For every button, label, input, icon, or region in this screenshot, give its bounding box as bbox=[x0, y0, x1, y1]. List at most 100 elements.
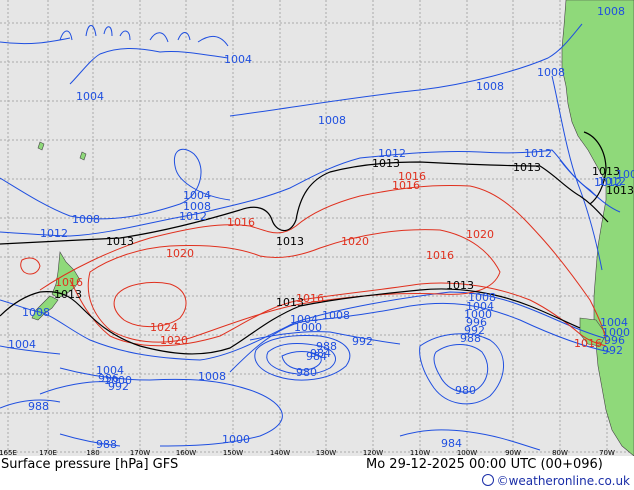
isobar-1004-south bbox=[0, 302, 611, 373]
isobar-label: 1013 bbox=[592, 165, 620, 178]
isobar-label: 988 bbox=[96, 438, 117, 451]
isobar-label: 1008 bbox=[616, 168, 634, 181]
isobar-low-center-2 bbox=[266, 343, 336, 375]
isobar-label: 1008 bbox=[476, 80, 504, 93]
longitude-label: 100W bbox=[456, 449, 478, 456]
isobar-label: 1004 bbox=[600, 316, 628, 329]
isobar-label: 1008 bbox=[597, 5, 625, 18]
isobar-label: 1004 bbox=[224, 53, 252, 66]
isobar-label: 1024 bbox=[150, 321, 178, 334]
isobar-label: 1000 bbox=[294, 321, 322, 334]
longitude-label: 180 bbox=[86, 449, 100, 456]
isobar-label: 1008 bbox=[183, 200, 211, 213]
isobar-1008-west bbox=[0, 148, 231, 220]
map-title: Surface pressure [hPa] GFS bbox=[1, 457, 179, 472]
isobar-1008-sa bbox=[551, 75, 603, 271]
isobar-label: 1013 bbox=[276, 235, 304, 248]
isobar-low-east-2 bbox=[433, 344, 489, 393]
isobar-label: 1013 bbox=[513, 161, 541, 174]
isobar-label: 988 bbox=[28, 400, 49, 413]
isobar-label: 992 bbox=[602, 344, 623, 357]
isobar-1024-center bbox=[113, 282, 187, 327]
longitude-label: 150W bbox=[222, 449, 244, 456]
isobar-label: 1000 bbox=[602, 326, 630, 339]
isobar-1008-south bbox=[0, 291, 605, 361]
fiji-islands bbox=[37, 141, 87, 161]
longitude-label: 80W bbox=[552, 449, 568, 456]
isobar-1000-south bbox=[59, 367, 283, 447]
isobar-1013-sa-loop bbox=[583, 131, 607, 205]
isobar-label: 988 bbox=[316, 340, 337, 353]
isobar-label: 1004 bbox=[466, 300, 494, 313]
isobar-label: 1000 bbox=[222, 433, 250, 446]
isobar-984-south bbox=[399, 429, 541, 451]
isobar-label: 1013 bbox=[54, 288, 82, 301]
isobar-label: 1016 bbox=[227, 216, 255, 229]
longitude-label: 170W bbox=[129, 449, 151, 456]
isobar-996-south bbox=[39, 331, 401, 395]
copyright-icon bbox=[481, 474, 494, 486]
isobar-label: 1004 bbox=[183, 189, 211, 202]
isobars-standard bbox=[0, 131, 609, 355]
isobar-label: 1012 bbox=[594, 176, 622, 189]
isobar-1004-loop bbox=[69, 48, 229, 85]
isobar-label: 1016 bbox=[296, 292, 324, 305]
isobar-label: 1013 bbox=[606, 184, 634, 197]
isobar-label: 1008 bbox=[198, 370, 226, 383]
credit-link[interactable]: ©weatheronline.co.uk bbox=[481, 474, 630, 488]
isobar-label: 1008 bbox=[72, 213, 100, 226]
isobar-label: 1013 bbox=[106, 235, 134, 248]
isobar-label: 1004 bbox=[290, 313, 318, 326]
isobar-label: 984 bbox=[441, 437, 462, 450]
isobar-label: 984 bbox=[306, 350, 327, 363]
isobar-label: 1004 bbox=[8, 338, 36, 351]
longitude-label: 90W bbox=[505, 449, 521, 456]
isobar-1012-sa bbox=[559, 159, 597, 197]
isobar-1008-arc bbox=[229, 23, 583, 117]
isobar-label: 1016 bbox=[398, 170, 426, 183]
land-masses bbox=[31, 0, 634, 456]
longitude-label: 140W bbox=[269, 449, 291, 456]
longitude-label: 170E bbox=[39, 449, 57, 456]
new-zealand-south-island bbox=[31, 295, 59, 321]
map-footer: Surface pressure [hPa] GFS Mo 29-12-2025… bbox=[0, 456, 634, 490]
isobar-label: 1008 bbox=[468, 291, 496, 304]
isobar-label: 1020 bbox=[466, 228, 494, 241]
isobar-label: 1000 bbox=[464, 308, 492, 321]
isobar-1013-north bbox=[0, 161, 609, 245]
isobar-1004-cells bbox=[59, 25, 229, 47]
isobar-label: 1016 bbox=[55, 276, 83, 289]
isobar-label: 1020 bbox=[341, 235, 369, 248]
isobar-label: 992 bbox=[108, 380, 129, 393]
forecast-datetime: Mo 29-12-2025 00:00 UTC (00+096) bbox=[366, 457, 603, 472]
isobar-label: 1004 bbox=[76, 90, 104, 103]
isobars-low bbox=[0, 23, 621, 451]
credit-text: ©weatheronline.co.uk bbox=[496, 474, 630, 488]
isobar-1016-nz bbox=[20, 257, 41, 275]
isobar-label: 1016 bbox=[392, 179, 420, 192]
isobar-1016-outer bbox=[39, 184, 607, 345]
isobar-label: 1000 bbox=[104, 374, 132, 387]
isobar-label: 1012 bbox=[179, 210, 207, 223]
isobar-988-west bbox=[0, 399, 121, 447]
isobar-1004-north bbox=[0, 37, 71, 45]
isobar-label: 1020 bbox=[160, 334, 188, 347]
longitude-label: 120W bbox=[362, 449, 384, 456]
isobar-label: 996 bbox=[604, 334, 625, 347]
longitude-label: 70W bbox=[599, 449, 615, 456]
isobar-label: 992 bbox=[464, 324, 485, 337]
isobar-label: 1013 bbox=[276, 296, 304, 309]
isobar-label: 1008 bbox=[22, 306, 50, 319]
isobar-label: 996 bbox=[98, 372, 119, 385]
isobar-label: 980 bbox=[296, 366, 317, 379]
isobar-label: 1004 bbox=[96, 364, 124, 377]
isobar-label: 992 bbox=[352, 335, 373, 348]
longitude-label: 110W bbox=[409, 449, 431, 456]
isobar-low-center-1 bbox=[254, 335, 351, 381]
isobar-label: 1016 bbox=[426, 249, 454, 262]
isobar-label: 1012 bbox=[378, 147, 406, 160]
isobar-label: 1008 bbox=[318, 114, 346, 127]
isobar-low-east bbox=[419, 333, 504, 405]
isobar-low-center-3 bbox=[281, 351, 322, 371]
